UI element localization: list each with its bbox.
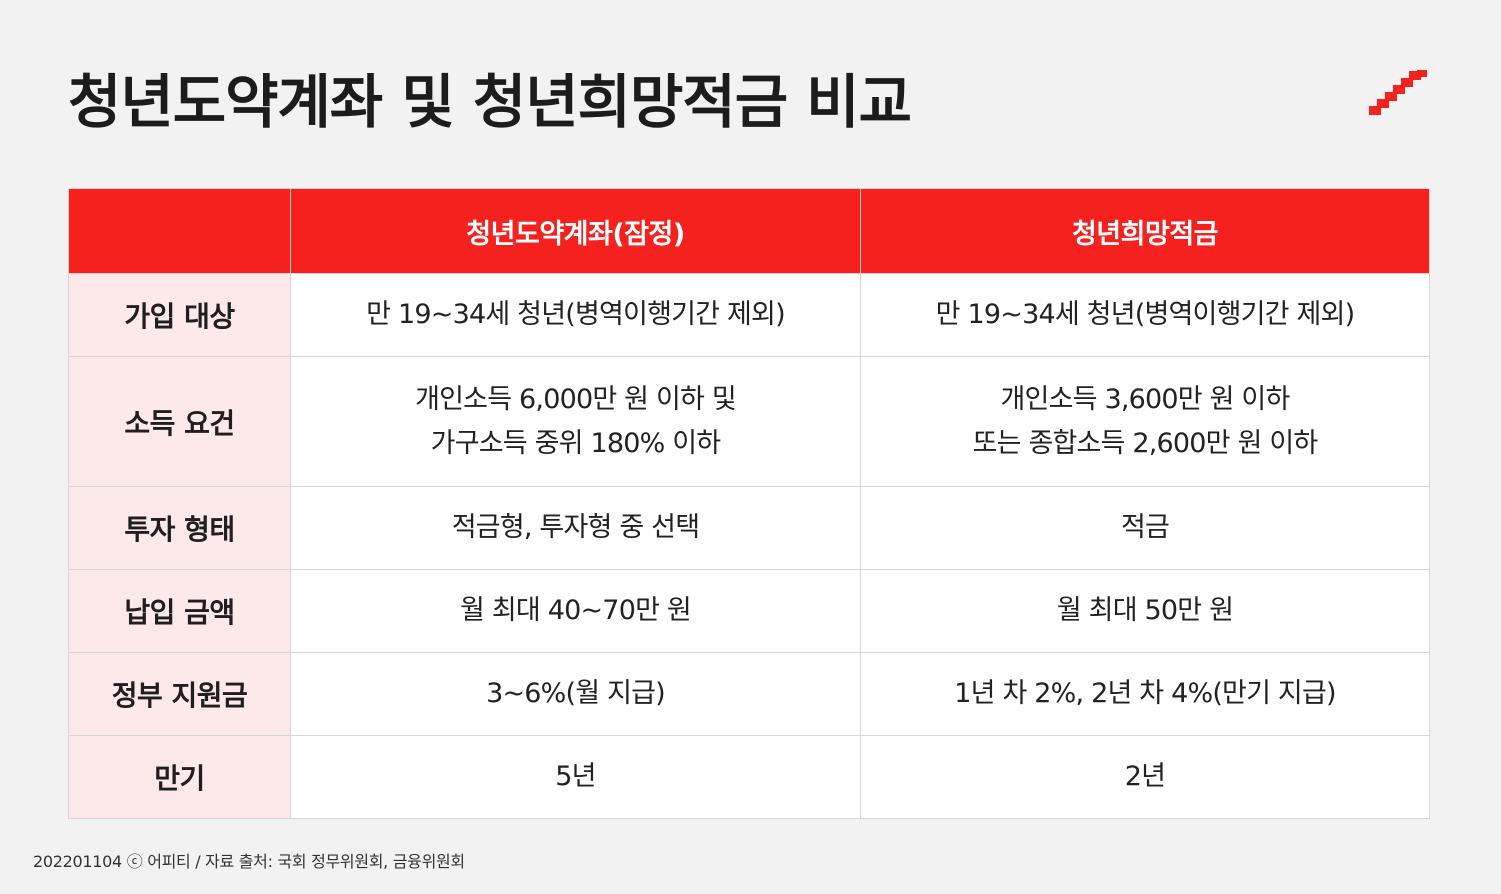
source-footer: 202201104 ⓒ 어피티 / 자료 출처: 국회 정무위원회, 금융위원회 bbox=[33, 852, 465, 871]
row-label-income-requirement: 소득 요건 bbox=[68, 356, 291, 487]
cell-text: 개인소득 6,000만 원 이하 및 bbox=[415, 383, 737, 415]
cell-hope-maturity: 2년 bbox=[860, 735, 1430, 819]
row-label-government-subsidy: 정부 지원금 bbox=[68, 652, 291, 736]
cell-hope-income: 개인소득 3,600만 원 이하 또는 종합소득 2,600만 원 이하 bbox=[860, 356, 1430, 487]
header-youth-hope-savings: 청년희망적금 bbox=[860, 188, 1430, 274]
cell-leap-income: 개인소득 6,000만 원 이하 및 가구소득 중위 180% 이하 bbox=[290, 356, 861, 487]
row-label-maturity: 만기 bbox=[68, 735, 291, 819]
page-title: 청년도약계좌 및 청년희망적금 비교 bbox=[68, 68, 912, 136]
header-youth-leap-account: 청년도약계좌(잠정) bbox=[290, 188, 861, 274]
comparison-table: 청년도약계좌(잠정) 청년희망적금 가입 대상 만 19~34세 청년(병역이행… bbox=[68, 188, 1430, 819]
header-corner-cell bbox=[68, 188, 291, 274]
cell-hope-subsidy: 1년 차 2%, 2년 차 4%(만기 지급) bbox=[860, 652, 1430, 736]
cell-text: 만 19~34세 청년(병역이행기간 제외) bbox=[935, 299, 1355, 330]
cell-leap-eligibility: 만 19~34세 청년(병역이행기간 제외) bbox=[290, 273, 861, 357]
row-label-investment-type: 투자 형태 bbox=[68, 486, 291, 570]
cell-text: 개인소득 3,600만 원 이하 bbox=[1000, 383, 1291, 415]
cell-hope-deposit: 월 최대 50만 원 bbox=[860, 569, 1430, 653]
cell-text: 5년 bbox=[555, 761, 596, 792]
row-label-deposit-amount: 납입 금액 bbox=[68, 569, 291, 653]
cell-hope-eligibility: 만 19~34세 청년(병역이행기간 제외) bbox=[860, 273, 1430, 357]
table-row: 가입 대상 만 19~34세 청년(병역이행기간 제외) 만 19~34세 청년… bbox=[68, 273, 1430, 357]
cell-text: 월 최대 40~70만 원 bbox=[460, 595, 692, 626]
table-row: 투자 형태 적금형, 투자형 중 선택 적금 bbox=[68, 486, 1430, 570]
cell-leap-subsidy: 3~6%(월 지급) bbox=[290, 652, 861, 736]
table-row: 만기 5년 2년 bbox=[68, 735, 1430, 819]
staircase-logo-icon bbox=[1369, 70, 1427, 115]
cell-leap-maturity: 5년 bbox=[290, 735, 861, 819]
table-row: 납입 금액 월 최대 40~70만 원 월 최대 50만 원 bbox=[68, 569, 1430, 653]
cell-text: 3~6%(월 지급) bbox=[486, 678, 666, 709]
row-label-eligibility: 가입 대상 bbox=[68, 273, 291, 357]
cell-leap-deposit: 월 최대 40~70만 원 bbox=[290, 569, 861, 653]
cell-text: 만 19~34세 청년(병역이행기간 제외) bbox=[366, 299, 785, 330]
cell-text: 1년 차 2%, 2년 차 4%(만기 지급) bbox=[954, 678, 1336, 709]
cell-text: 가구소득 중위 180% 이하 bbox=[430, 427, 721, 459]
cell-text: 또는 종합소득 2,600만 원 이하 bbox=[972, 427, 1319, 459]
cell-leap-investment: 적금형, 투자형 중 선택 bbox=[290, 486, 861, 570]
cell-text: 월 최대 50만 원 bbox=[1056, 595, 1234, 626]
cell-text: 적금 bbox=[1120, 512, 1170, 543]
table-header-row: 청년도약계좌(잠정) 청년희망적금 bbox=[68, 188, 1430, 274]
cell-text: 2년 bbox=[1124, 761, 1166, 792]
table-row: 소득 요건 개인소득 6,000만 원 이하 및 가구소득 중위 180% 이하… bbox=[68, 356, 1430, 487]
table-row: 정부 지원금 3~6%(월 지급) 1년 차 2%, 2년 차 4%(만기 지급… bbox=[68, 652, 1430, 736]
cell-text: 적금형, 투자형 중 선택 bbox=[451, 512, 700, 543]
cell-hope-investment: 적금 bbox=[860, 486, 1430, 570]
